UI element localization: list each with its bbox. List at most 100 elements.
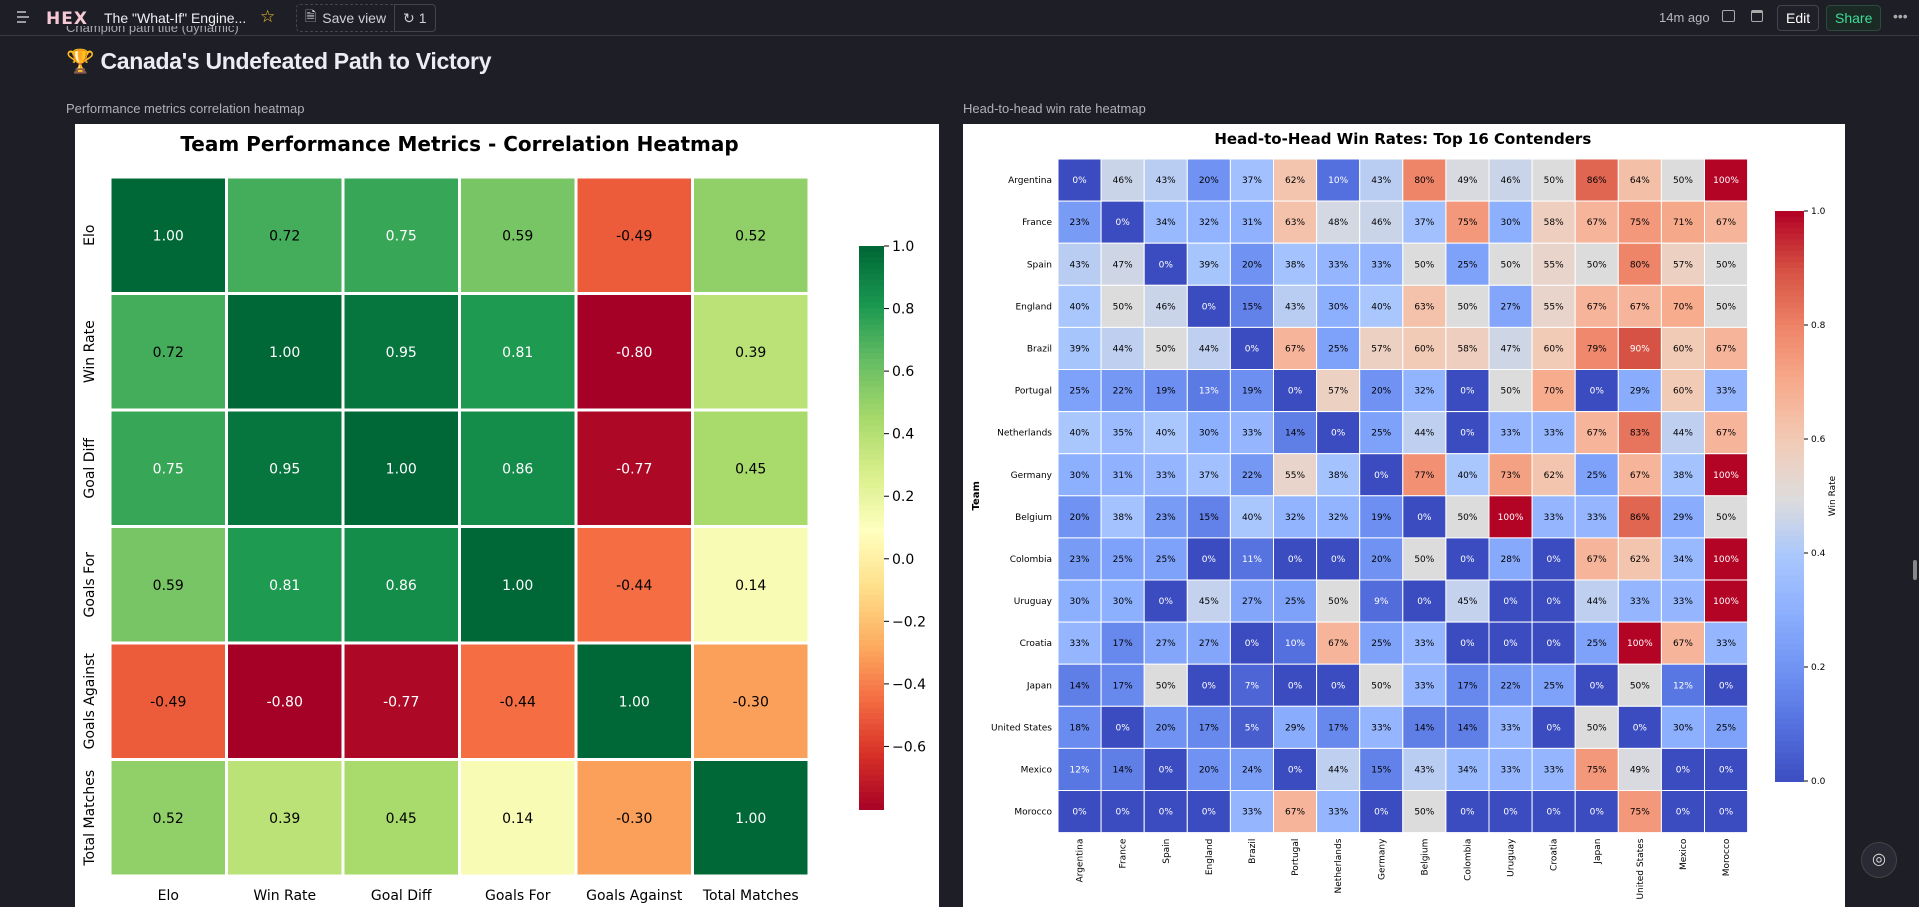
colorbar-segment — [859, 645, 884, 653]
y-tick-label: Germany — [1011, 471, 1053, 481]
heatmap-cell — [1617, 495, 1662, 539]
cell-value: -0.44 — [616, 578, 652, 594]
chart-title: Team Performance Metrics - Correlation H… — [180, 132, 738, 156]
colorbar-tick-label: 0.8 — [892, 302, 914, 318]
cell-value: 0% — [1159, 260, 1174, 270]
x-tick-label: Japan — [1593, 839, 1603, 865]
heatmap-cell — [1445, 790, 1490, 834]
y-tick-label: Goals Against — [82, 653, 98, 750]
heatmap-cell — [1316, 158, 1361, 202]
cell-value: 0.14 — [502, 811, 533, 827]
colorbar-segment — [1775, 364, 1804, 372]
cell-value: 0% — [1072, 808, 1087, 818]
save-view-button[interactable]: 🗎 Save view — [296, 4, 396, 32]
colorbar-segment — [859, 274, 884, 281]
heatmap-cell — [1229, 705, 1274, 749]
colorbar-segment — [859, 504, 884, 512]
x-tick-label: Argentina — [1076, 839, 1086, 883]
heatmap-cell — [1316, 326, 1361, 370]
heatmap-cell — [1531, 369, 1576, 413]
cell-value: 17% — [1113, 681, 1133, 691]
left-cell-label: Performance metrics correlation heatmap — [66, 101, 305, 116]
heatmap-cell — [1359, 284, 1404, 328]
colorbar-segment — [859, 482, 884, 490]
cell-value: 32% — [1414, 387, 1434, 397]
heatmap-cell — [1143, 200, 1188, 244]
colorbar-segment — [1775, 228, 1804, 235]
last-edited: 14m ago — [1659, 10, 1710, 25]
cell-value: 0% — [1331, 429, 1346, 439]
heatmap-cell — [1100, 705, 1145, 749]
cell-value: 46% — [1371, 218, 1391, 228]
comment-icon[interactable] — [1722, 10, 1735, 22]
y-tick-label: Mexico — [1021, 765, 1053, 775]
chart-title: Head-to-Head Win Rates: Top 16 Contender… — [1214, 130, 1591, 148]
y-tick-label: France — [1022, 218, 1052, 228]
heatmap-cell — [1273, 411, 1318, 455]
colorbar-segment — [859, 358, 884, 366]
heatmap-cell — [1100, 369, 1145, 413]
cell-value: 55% — [1285, 471, 1305, 481]
heatmap-cell — [1229, 411, 1274, 455]
colorbar-segment — [1775, 211, 1804, 218]
cell-value: 30% — [1070, 597, 1090, 607]
colorbar-segment — [859, 459, 884, 467]
colorbar-segment — [1775, 376, 1804, 383]
cell-value: 63% — [1285, 218, 1305, 228]
heatmap-cell — [1531, 242, 1576, 286]
heatmap-cell — [1402, 200, 1447, 244]
cell-value: 1.00 — [619, 694, 650, 710]
edit-button[interactable]: Edit — [1777, 5, 1820, 31]
cell-value: 67% — [1587, 302, 1607, 312]
cell-value: 5% — [1245, 723, 1260, 733]
cell-value: 27% — [1156, 639, 1176, 649]
heatmap-cell — [1229, 537, 1274, 581]
cell-value: 40% — [1371, 302, 1391, 312]
help-button[interactable]: ◎ — [1861, 842, 1897, 878]
undo-history-button[interactable]: ↻ 1 — [394, 4, 436, 32]
colorbar-segment — [859, 398, 884, 405]
colorbar-segment — [1775, 393, 1804, 401]
heatmap-cell — [1704, 579, 1749, 623]
heatmap-cell — [1186, 326, 1231, 370]
colorbar-segment — [859, 685, 884, 692]
more-options-icon[interactable]: ••• — [1893, 8, 1908, 24]
heatmap-cell — [691, 758, 811, 878]
star-icon[interactable]: ☆ — [260, 7, 276, 26]
scrollbar-handle[interactable] — [1913, 560, 1917, 580]
y-tick-label: Uruguay — [1014, 597, 1053, 607]
colorbar-segment — [859, 707, 884, 715]
calendar-icon[interactable] — [1751, 10, 1763, 22]
colorbar-tick-label: 0.0 — [892, 552, 914, 568]
colorbar-segment — [859, 381, 884, 388]
share-button[interactable]: Share — [1826, 5, 1882, 31]
colorbar-segment — [1775, 758, 1804, 765]
heatmap-cell — [1143, 621, 1188, 665]
cell-value: 14% — [1113, 765, 1133, 775]
heatmap-cell — [1100, 663, 1145, 707]
heatmap-cell — [1488, 284, 1533, 328]
menu-icon[interactable] — [17, 11, 29, 23]
colorbar-segment — [859, 324, 884, 332]
cell-value: 0% — [1116, 218, 1131, 228]
colorbar-segment — [859, 561, 884, 568]
heatmap-cell — [1100, 579, 1145, 623]
heatmap-cell — [691, 175, 811, 295]
heatmap-cell — [1402, 790, 1447, 834]
heatmap-cell — [1316, 663, 1361, 707]
app-title[interactable]: The "What-If" Engine... — [104, 10, 247, 26]
cell-value: 49% — [1630, 765, 1650, 775]
cell-value: 43% — [1414, 765, 1434, 775]
cell-value: 50% — [1630, 681, 1650, 691]
x-tick-label: Goal Diff — [371, 888, 432, 904]
page-heading: 🏆 Canada's Undefeated Path to Victory — [66, 48, 492, 74]
cell-value: 0.95 — [386, 345, 417, 361]
colorbar-segment — [859, 555, 884, 563]
cell-value: 67% — [1716, 218, 1736, 228]
cell-value: 0% — [1547, 555, 1562, 565]
cell-value: 90% — [1630, 344, 1650, 354]
heatmap-cell — [1402, 284, 1447, 328]
heatmap-cell — [1229, 579, 1274, 623]
hex-logo[interactable]: HEX — [46, 9, 88, 29]
heatmap-cell — [1704, 747, 1749, 792]
